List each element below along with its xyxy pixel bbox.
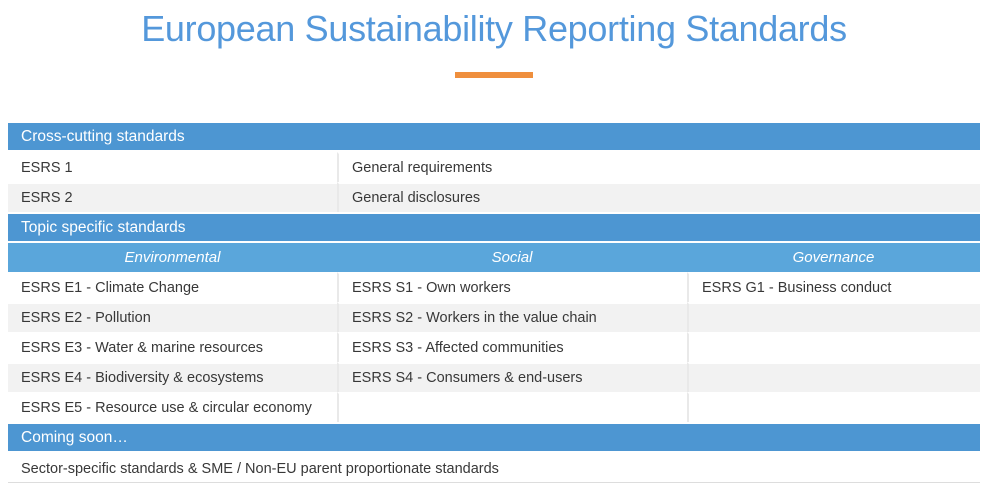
- cell-governance: [687, 302, 981, 333]
- cell-environmental: ESRS E1 - Climate Change: [8, 272, 337, 303]
- cell-governance: [687, 362, 981, 393]
- table-row-esrs-1: ESRS 1 General requirements: [8, 152, 981, 183]
- cell-environmental: ESRS E4 - Biodiversity & ecosystems: [8, 362, 337, 393]
- table-row-topic-1: ESRS E1 - Climate Change ESRS S1 - Own w…: [8, 272, 981, 303]
- cell-governance: ESRS G1 - Business conduct: [687, 272, 981, 303]
- cell-governance: [687, 392, 981, 423]
- cell-social: ESRS S2 - Workers in the value chain: [337, 302, 687, 333]
- section-header-topic-specific-label: Topic specific standards: [8, 212, 981, 244]
- cell-coming-soon-description: Sector-specific standards & SME / Non-EU…: [8, 453, 981, 484]
- column-headers-row: Environmental Social Governance: [8, 243, 981, 273]
- accent-divider: [455, 72, 533, 79]
- table-row-topic-3: ESRS E3 - Water & marine resources ESRS …: [8, 332, 981, 363]
- cell-social: [337, 392, 687, 423]
- cell-environmental: ESRS E5 - Resource use & circular econom…: [8, 392, 337, 423]
- cell-social: ESRS S3 - Affected communities: [337, 332, 687, 363]
- cell-environmental: ESRS E3 - Water & marine resources: [8, 332, 337, 363]
- page-title: European Sustainability Reporting Standa…: [141, 8, 847, 49]
- esrs-standards-table: Cross-cutting standards ESRS 1 General r…: [8, 123, 981, 484]
- section-header-cross-cutting: Cross-cutting standards: [8, 123, 981, 153]
- column-header-social: Social: [337, 243, 687, 273]
- table-row-coming-soon: Sector-specific standards & SME / Non-EU…: [8, 453, 981, 484]
- table-row-topic-4: ESRS E4 - Biodiversity & ecosystems ESRS…: [8, 362, 981, 393]
- table-row-topic-5: ESRS E5 - Resource use & circular econom…: [8, 392, 981, 423]
- column-header-governance: Governance: [687, 243, 981, 273]
- column-header-environmental: Environmental: [8, 243, 337, 273]
- table-row-topic-2: ESRS E2 - Pollution ESRS S2 - Workers in…: [8, 302, 981, 333]
- cell-code: ESRS 1: [8, 152, 337, 183]
- cell-environmental: ESRS E2 - Pollution: [8, 302, 337, 333]
- table-row-esrs-2: ESRS 2 General disclosures: [8, 182, 981, 213]
- cell-description: General requirements: [337, 152, 981, 183]
- section-header-cross-cutting-label: Cross-cutting standards: [8, 123, 981, 153]
- cell-social: ESRS S1 - Own workers: [337, 272, 687, 303]
- section-header-coming-soon-label: Coming soon…: [8, 422, 981, 454]
- section-header-coming-soon: Coming soon…: [8, 422, 981, 454]
- section-header-topic-specific: Topic specific standards: [8, 212, 981, 244]
- cell-social: ESRS S4 - Consumers & end-users: [337, 362, 687, 393]
- cell-code: ESRS 2: [8, 182, 337, 213]
- cell-description: General disclosures: [337, 182, 981, 213]
- cell-governance: [687, 332, 981, 363]
